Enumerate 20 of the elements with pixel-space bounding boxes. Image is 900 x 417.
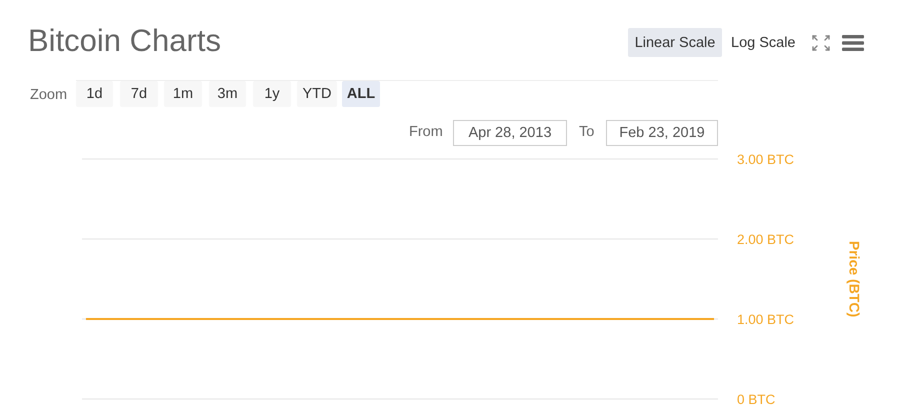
zoom-button: YTD — [297, 81, 337, 107]
date-field: Apr 28, 2013 — [453, 120, 567, 146]
zoom-button: 1m — [164, 81, 202, 107]
text: From — [409, 124, 443, 140]
scale-button: Linear Scale — [628, 28, 722, 57]
y-tick-label: 3.00 BTC — [737, 152, 794, 168]
chart-title: Bitcoin Charts — [28, 23, 221, 58]
zoom-button: 1d — [76, 81, 113, 107]
zoom-button: 1y — [253, 81, 291, 107]
text: Log Scale — [731, 35, 796, 51]
text: To — [579, 124, 594, 140]
y-tick-label: 1.00 BTC — [737, 312, 794, 328]
date-field: Feb 23, 2019 — [606, 120, 718, 146]
text: Zoom — [30, 87, 68, 103]
y-tick-label: 0 BTC — [737, 392, 776, 408]
zoom-button: 7d — [120, 81, 158, 107]
y-axis-title: Price (BTC) — [846, 240, 863, 318]
y-tick-label: 2.00 BTC — [737, 232, 794, 248]
zoom-button: 3m — [209, 81, 246, 107]
zoom-button: ALL — [342, 81, 380, 107]
